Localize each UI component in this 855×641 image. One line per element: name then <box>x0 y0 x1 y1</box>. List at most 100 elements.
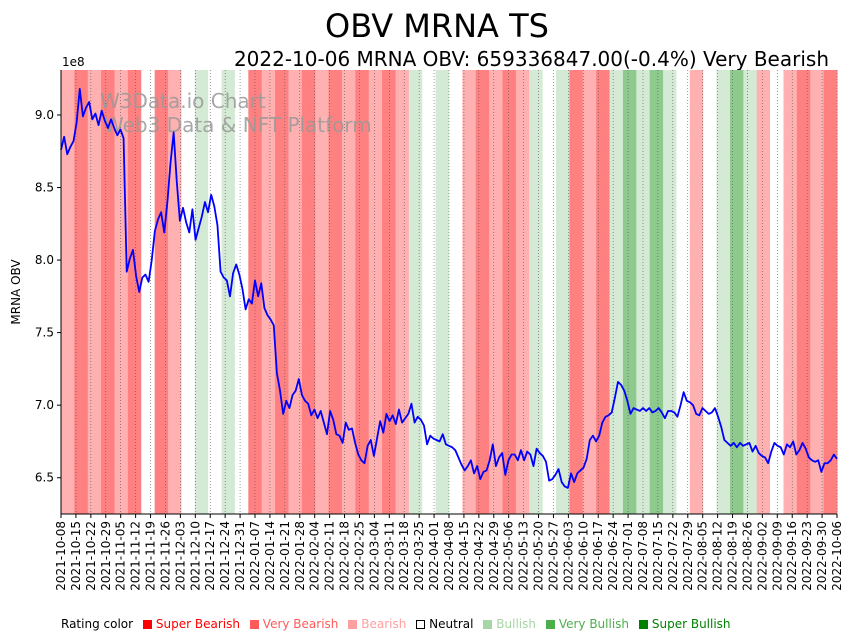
rating-band-bearish <box>168 70 182 514</box>
legend-item-super-bearish: Super Bearish <box>142 617 244 631</box>
x-tick-label: 2022-02-18 <box>338 521 352 591</box>
legend-title: Rating color <box>61 617 134 631</box>
rating-band-bullish <box>556 70 570 514</box>
y-tick-label: 7.0 <box>35 398 54 412</box>
x-tick-label: 2021-11-12 <box>129 521 143 591</box>
x-tick-label: 2021-10-22 <box>84 521 98 591</box>
rating-band-bullish <box>663 70 677 514</box>
y-tick-label: 9.0 <box>35 108 54 122</box>
y-tick-label: 8.5 <box>35 181 54 195</box>
rating-band-neutral <box>141 70 156 514</box>
legend-swatch-very-bearish <box>249 620 259 629</box>
rating-legend: Rating color Super Bearish Very Bearish … <box>61 617 737 631</box>
x-tick-label: 2022-08-05 <box>696 521 710 591</box>
x-tick-label: 2022-02-04 <box>308 521 322 591</box>
x-tick-label: 2021-12-31 <box>233 521 247 591</box>
rating-band-very-bearish <box>301 70 316 514</box>
rating-band-very-bearish <box>823 70 838 514</box>
x-tick-label: 2022-03-25 <box>412 521 426 591</box>
x-tick-label: 2021-11-19 <box>144 521 158 591</box>
rating-band-bearish <box>689 70 704 514</box>
x-tick-label: 2022-07-22 <box>666 521 680 591</box>
x-tick-label: 2021-11-05 <box>114 521 128 591</box>
x-tick-label: 2021-12-17 <box>203 521 217 591</box>
rating-band-bearish <box>87 70 102 514</box>
rating-band-neutral <box>449 70 463 514</box>
rating-band-bearish <box>489 70 504 514</box>
rating-band-very-bearish <box>355 70 370 514</box>
x-tick-label: 2022-09-09 <box>770 521 784 591</box>
rating-band-bullish <box>194 70 209 514</box>
rating-band-very-bearish <box>127 70 142 514</box>
x-tick-label: 2022-02-11 <box>323 521 337 591</box>
x-tick-label: 2022-01-28 <box>293 521 307 591</box>
x-tick-label: 2021-10-08 <box>54 521 68 591</box>
chart-subtitle: 2022-10-06 MRNA OBV: 659336847.00(-0.4%)… <box>234 47 829 71</box>
legend-swatch-neutral <box>416 620 426 629</box>
rating-band-very-bearish <box>596 70 611 514</box>
y-tick-label: 6.5 <box>35 471 54 485</box>
y-axis-label: MRNA OBV <box>9 259 23 325</box>
x-tick-label: 2022-09-30 <box>815 521 829 591</box>
rating-band-bearish <box>810 70 825 514</box>
rating-band-neutral <box>542 70 557 514</box>
x-tick-label: 2022-08-26 <box>740 521 754 591</box>
rating-band-bearish <box>582 70 597 514</box>
rating-band-very-bullish <box>622 70 637 514</box>
rating-band-very-bearish <box>796 70 811 514</box>
legend-swatch-super-bearish <box>142 620 152 629</box>
rating-band-bullish <box>743 70 758 514</box>
rating-band-very-bearish <box>475 70 490 514</box>
x-tick-label: 2022-05-27 <box>546 521 560 591</box>
rating-band-very-bearish <box>74 70 89 514</box>
x-tick-label: 2022-07-29 <box>681 521 695 591</box>
y-scale-label: 1e8 <box>62 55 85 69</box>
x-tick-label: 2022-05-06 <box>502 521 516 591</box>
x-tick-label: 2022-04-22 <box>472 521 486 591</box>
rating-band-bullish <box>435 70 450 514</box>
rating-band-bearish <box>756 70 771 514</box>
x-tick-label: 2022-09-16 <box>785 521 799 591</box>
chart-title: OBV MRNA TS <box>325 7 549 45</box>
y-tick-label: 7.5 <box>35 326 54 340</box>
rating-band-very-bearish <box>154 70 169 514</box>
x-tick-label: 2022-09-02 <box>755 521 769 591</box>
x-tick-label: 2022-06-03 <box>561 521 575 591</box>
rating-band-very-bullish <box>729 70 744 514</box>
rating-band-bullish <box>408 70 423 514</box>
legend-item-very-bearish: Very Bearish <box>249 617 342 631</box>
x-tick-label: 2022-05-20 <box>532 521 546 591</box>
legend-item-bullish: Bullish <box>483 617 540 631</box>
x-tick-label: 2021-12-10 <box>188 521 202 591</box>
x-tick-label: 2022-03-04 <box>367 521 381 591</box>
x-tick-label: 2021-10-29 <box>99 521 113 591</box>
x-tick-label: 2022-06-17 <box>591 521 605 591</box>
rating-band-neutral <box>422 70 437 514</box>
rating-band-bearish <box>515 70 530 514</box>
x-tick-label: 2022-07-01 <box>621 521 635 591</box>
x-tick-label: 2022-04-01 <box>427 521 441 591</box>
rating-band-neutral <box>676 70 691 514</box>
rating-band-very-bearish <box>328 70 343 514</box>
rating-band-very-bullish <box>649 70 664 514</box>
rating-band-neutral <box>703 70 718 514</box>
x-tick-label: 2022-04-15 <box>457 521 471 591</box>
x-tick-label: 2022-07-08 <box>636 521 650 591</box>
series-line-mrna-obv <box>60 87 838 489</box>
x-gridlines <box>60 70 838 514</box>
rating-band-bullish <box>609 70 624 514</box>
x-tick-label: 2022-04-29 <box>487 521 501 591</box>
x-tick-label: 2022-02-25 <box>352 521 366 591</box>
x-tick-label: 2022-04-08 <box>442 521 456 591</box>
x-tick-label: 2022-08-12 <box>711 521 725 591</box>
legend-item-bearish: Bearish <box>348 617 410 631</box>
rating-band-neutral <box>234 70 249 514</box>
x-tick-label: 2022-10-06 <box>830 521 844 591</box>
rating-bands <box>61 70 838 514</box>
rating-band-very-bearish <box>569 70 584 514</box>
rating-band-bearish <box>368 70 383 514</box>
rating-band-very-bearish <box>101 70 116 514</box>
x-tick-label: 2022-06-10 <box>576 521 590 591</box>
legend-swatch-bullish <box>483 620 493 629</box>
